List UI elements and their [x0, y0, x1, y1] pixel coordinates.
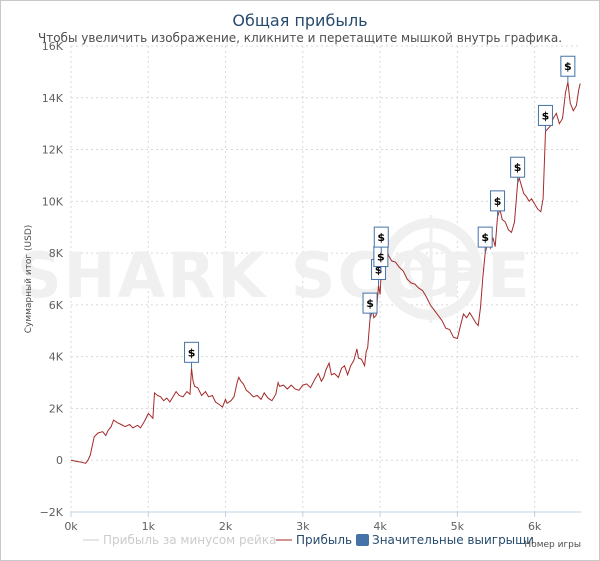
flag-box — [560, 55, 576, 77]
x-tick-label: 4k — [373, 520, 387, 533]
chart-subtitle: Чтобы увеличить изображение, кликните и … — [38, 31, 562, 45]
legend-big-wins-swatch — [356, 534, 369, 546]
x-tick-label: 1k — [142, 520, 156, 533]
legend-item-big-wins[interactable]: Значительные выигрыши — [356, 533, 534, 547]
big-win-flag[interactable]: $ — [537, 104, 553, 132]
big-win-flag[interactable]: $ — [373, 226, 389, 254]
big-win-flag[interactable]: $ — [490, 190, 506, 217]
x-tick-label: 5k — [451, 520, 465, 533]
big-win-flag[interactable]: $ — [477, 226, 493, 254]
legend-profit-label: Прибыль — [296, 533, 352, 547]
flag-box — [510, 156, 526, 178]
flag-box — [362, 292, 378, 314]
big-win-flag[interactable]: $ — [184, 341, 200, 369]
flag-box — [490, 190, 506, 212]
x-tick-label: 0k — [64, 520, 78, 533]
flag-label: $ — [564, 60, 572, 73]
y-tick-label: 12K — [42, 144, 64, 157]
grid-lines — [70, 45, 581, 513]
x-tick-label: 3k — [296, 520, 310, 533]
legend: Прибыль за минусом рейка Прибыль Значите… — [83, 533, 534, 547]
flag-label: $ — [377, 231, 385, 244]
flag-label: $ — [188, 346, 196, 359]
legend-item-rake[interactable]: Прибыль за минусом рейка — [83, 533, 276, 547]
chart-title: Общая прибыль — [232, 11, 367, 30]
legend-rake-label: Прибыль за минусом рейка — [103, 533, 276, 547]
watermark: SHARK SCOPE — [17, 215, 530, 323]
flag-box — [477, 226, 493, 248]
y-tick-label: 16K — [42, 40, 64, 53]
y-tick-label: 4K — [49, 351, 64, 364]
y-tick-label: 0 — [56, 454, 63, 467]
flag-label: $ — [542, 109, 550, 122]
x-axis-ticks: 0k 1k 2k 3k 4k 5k 6k — [64, 512, 542, 533]
series-line-profit[interactable] — [70, 82, 581, 464]
flag-label: $ — [377, 251, 385, 264]
flag-label: $ — [514, 161, 522, 174]
legend-item-profit[interactable]: Прибыль — [276, 533, 352, 547]
flag-label: $ — [481, 231, 489, 244]
series-group — [70, 82, 581, 464]
y-tick-label: 10K — [42, 195, 64, 208]
y-tick-label: 6K — [49, 299, 64, 312]
big-win-flag[interactable]: $ — [560, 55, 576, 83]
y-tick-label: 14K — [42, 92, 64, 105]
big-win-flag[interactable]: $ — [362, 292, 378, 320]
y-tick-label: 2K — [49, 402, 64, 415]
y-tick-label: −2K — [40, 506, 64, 519]
y-axis-ticks: −2K 0 2K 4K 6K 8K 10K 12K 14K 16K — [40, 40, 64, 519]
flag-box — [184, 341, 200, 363]
flag-label: $ — [494, 195, 502, 208]
flag-box — [373, 226, 389, 248]
x-tick-label: 6k — [528, 520, 542, 533]
x-axis-title: Номер игры — [524, 540, 581, 550]
legend-big-wins-label: Значительные выигрыши — [372, 533, 534, 547]
big-win-flag[interactable]: $ — [510, 156, 526, 184]
flag-label: $ — [366, 297, 374, 310]
big-wins-flags[interactable]: $$$$$ $$$$$ — [184, 55, 576, 369]
flag-label: $ — [375, 263, 383, 276]
y-tick-label: 8K — [49, 247, 64, 260]
x-tick-label: 2k — [219, 520, 233, 533]
y-axis-title: Суммарный итог (USD) — [24, 225, 34, 334]
flag-box — [537, 104, 553, 126]
